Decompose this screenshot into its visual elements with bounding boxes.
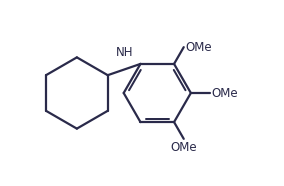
- Text: NH: NH: [116, 46, 134, 59]
- Text: OMe: OMe: [212, 86, 239, 100]
- Text: OMe: OMe: [170, 141, 197, 154]
- Text: OMe: OMe: [185, 41, 212, 54]
